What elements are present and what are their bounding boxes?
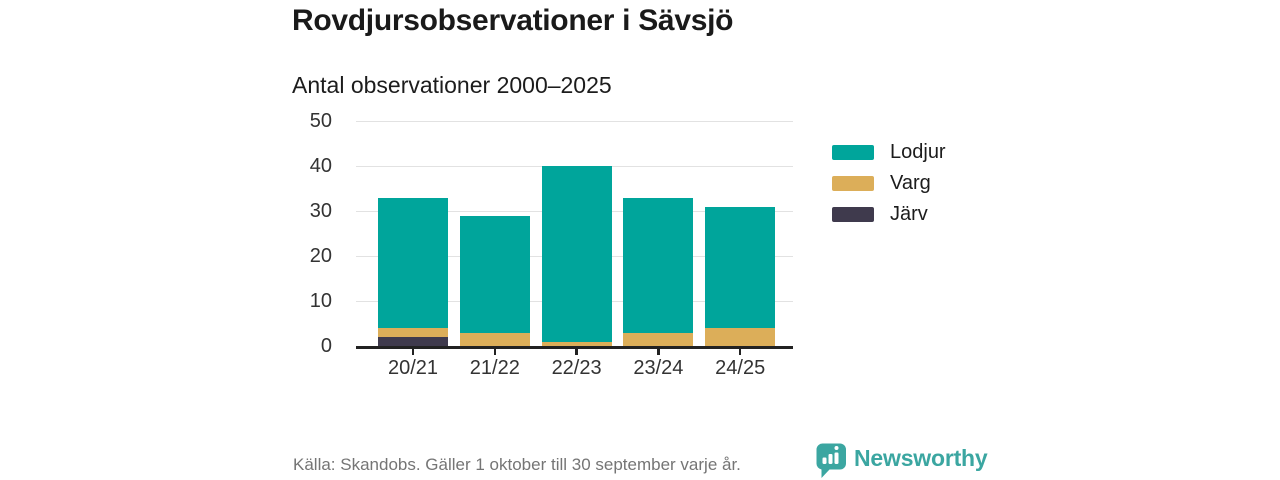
bar-segment-22/23-Varg bbox=[541, 341, 612, 346]
legend-item-Lodjur: Lodjur bbox=[832, 141, 946, 163]
gridline-50 bbox=[356, 120, 793, 122]
legend-swatch-Varg bbox=[832, 176, 874, 191]
chart-title: Rovdjursobservationer i Sävsjö bbox=[292, 4, 734, 37]
bar-chart-speech-bubble-icon bbox=[816, 443, 846, 478]
x-tick-label-22/23: 22/23 bbox=[551, 357, 602, 379]
legend-label-Varg: Varg bbox=[890, 172, 931, 194]
y-tick-label-30: 30 bbox=[309, 200, 332, 222]
bar-segment-24/25-Lodjur bbox=[705, 206, 776, 328]
y-tick-label-50: 50 bbox=[309, 110, 332, 132]
bar-segment-22/23-Lodjur bbox=[541, 166, 612, 342]
source-note: Källa: Skandobs. Gäller 1 oktober till 3… bbox=[293, 455, 741, 474]
bar-23/24 bbox=[623, 197, 694, 346]
legend-item-Varg: Varg bbox=[832, 172, 946, 194]
brand-name: Newsworthy bbox=[854, 445, 988, 471]
x-tick-22/23 bbox=[575, 348, 578, 355]
x-tick-label-20/21: 20/21 bbox=[387, 357, 439, 379]
bar-segment-20/21-Järv bbox=[378, 337, 448, 346]
y-tick-label-0: 0 bbox=[320, 335, 332, 357]
legend-label-Järv: Järv bbox=[890, 203, 928, 225]
plot-area bbox=[356, 120, 793, 346]
bar-segment-23/24-Lodjur bbox=[623, 197, 694, 333]
x-tick-20/21 bbox=[411, 348, 415, 355]
chart-subtitle: Antal observationer 2000–2025 bbox=[292, 72, 612, 98]
x-tick-23/24 bbox=[657, 348, 660, 355]
brand-logo: Newsworthy bbox=[816, 443, 988, 478]
bar-segment-20/21-Lodjur bbox=[378, 197, 448, 328]
y-axis-tick-labels: 0 10 20 30 40 50 bbox=[280, 110, 344, 357]
bar-segment-23/24-Varg bbox=[623, 332, 694, 346]
bar-segment-21/22-Lodjur bbox=[459, 215, 530, 333]
legend-swatch-Lodjur bbox=[832, 145, 874, 160]
bar-segment-24/25-Varg bbox=[705, 328, 776, 346]
bar-24/25 bbox=[705, 206, 776, 346]
bar-22/23 bbox=[541, 166, 612, 346]
y-tick-label-40: 40 bbox=[309, 155, 332, 177]
x-tick-21/22 bbox=[493, 348, 497, 355]
x-tick-label-24/25: 24/25 bbox=[715, 357, 766, 379]
x-tick-label-23/24: 23/24 bbox=[633, 357, 684, 379]
y-tick-label-20: 20 bbox=[309, 245, 332, 267]
y-tick-label-10: 10 bbox=[309, 290, 332, 312]
legend-swatch-Järv bbox=[832, 207, 874, 222]
x-tick-label-21/22: 21/22 bbox=[469, 357, 520, 379]
bar-20/21 bbox=[378, 197, 448, 346]
bar-21/22 bbox=[459, 215, 530, 346]
legend-item-Järv: Järv bbox=[832, 203, 946, 225]
x-axis-line bbox=[356, 345, 793, 349]
legend: Lodjur Varg Järv bbox=[832, 141, 946, 238]
x-tick-24/25 bbox=[738, 348, 742, 355]
bar-segment-20/21-Varg bbox=[378, 328, 448, 337]
legend-label-Lodjur: Lodjur bbox=[890, 141, 946, 163]
bar-segment-21/22-Varg bbox=[459, 332, 530, 346]
